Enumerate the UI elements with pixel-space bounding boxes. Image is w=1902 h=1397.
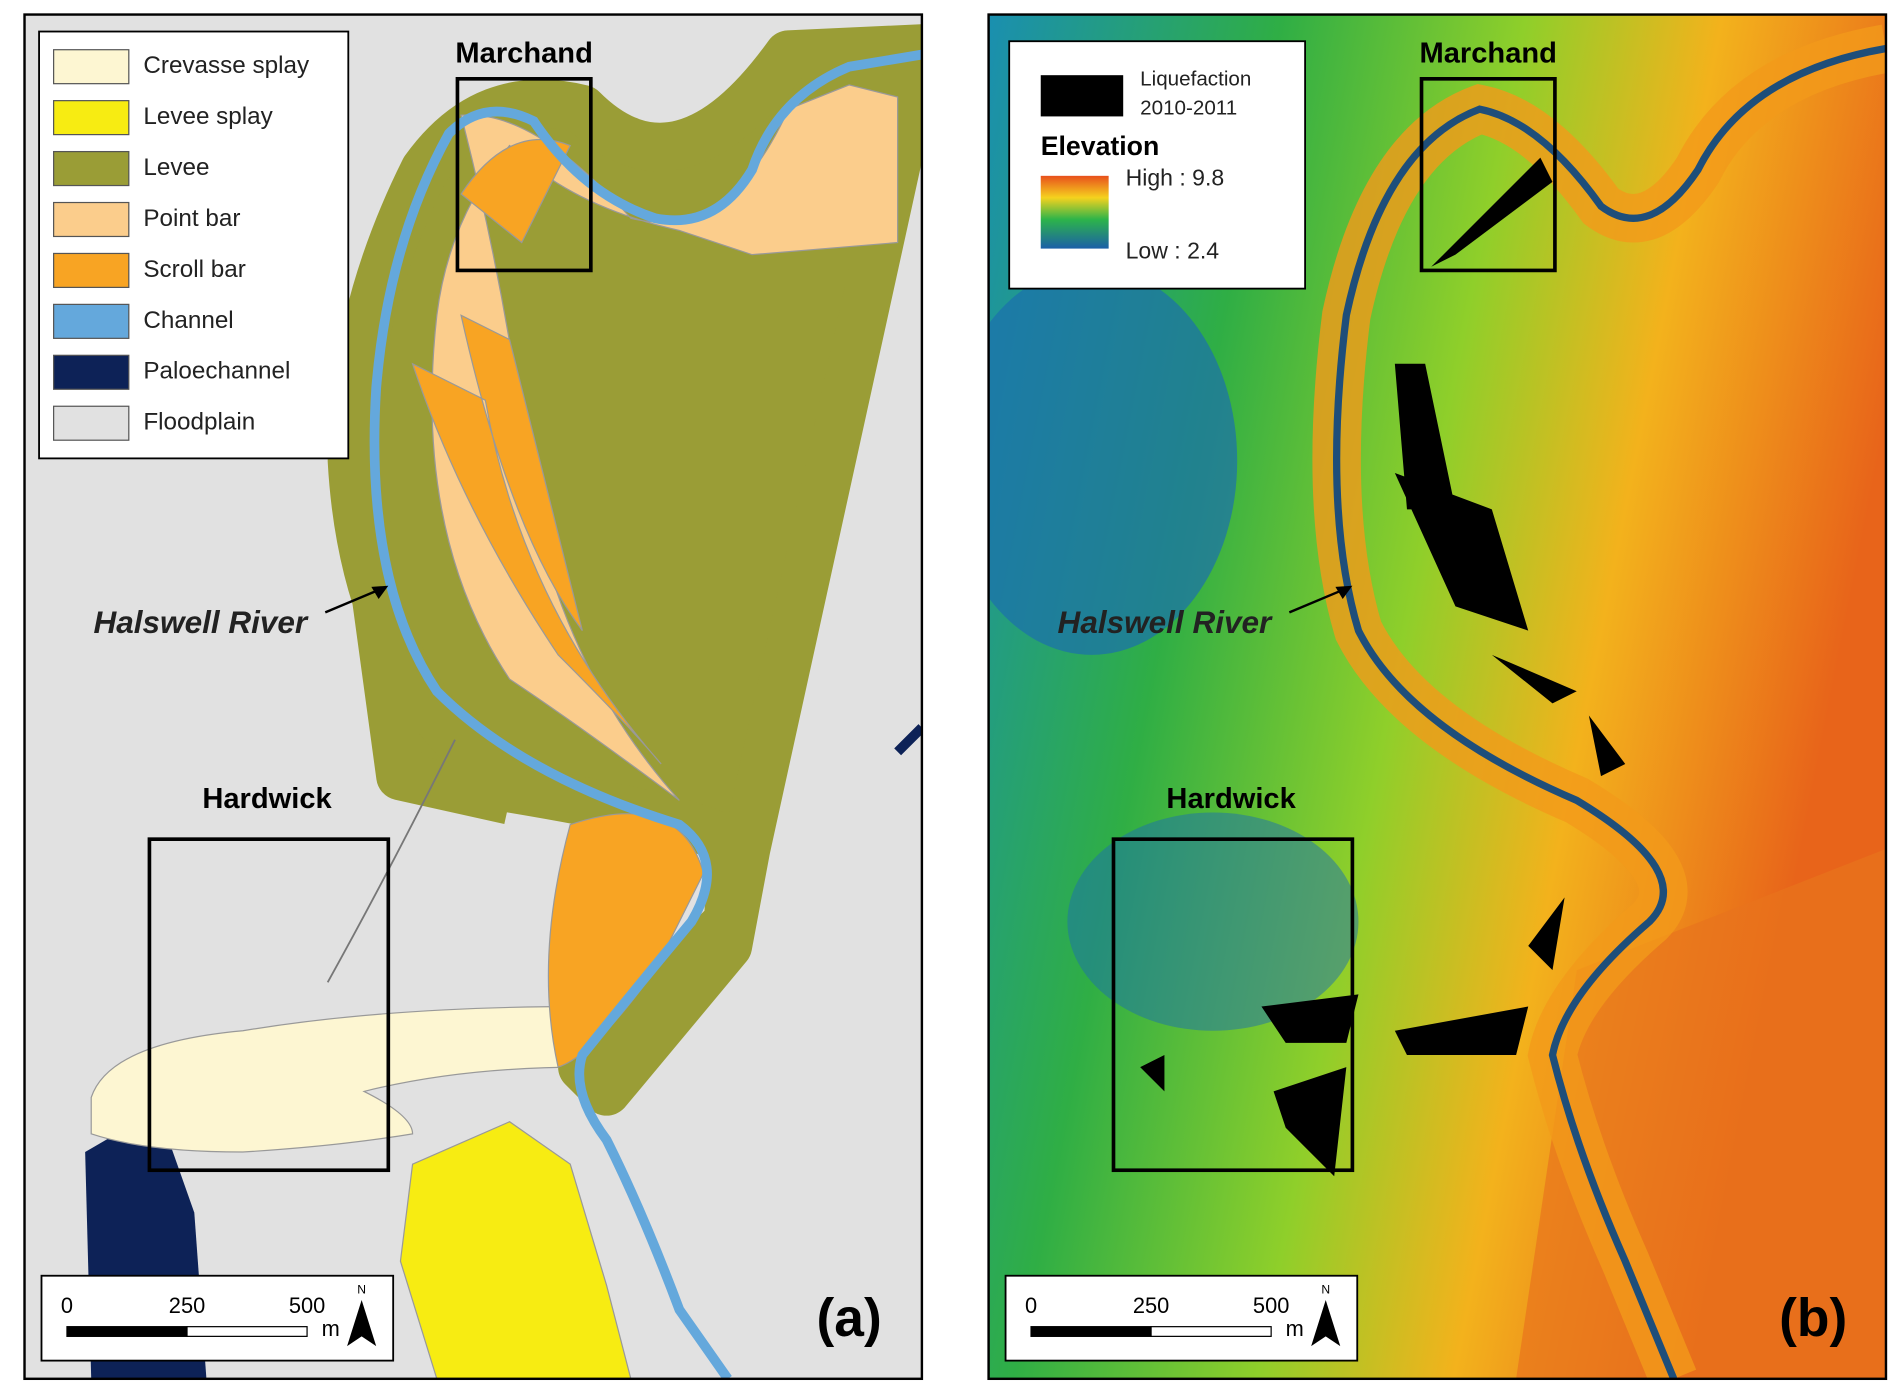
legend-swatch (53, 100, 130, 136)
site-box (1419, 77, 1557, 273)
scale-segment (1030, 1326, 1152, 1337)
north-label: N (1321, 1282, 1330, 1296)
site-label: Hardwick (202, 783, 332, 815)
low-area (988, 266, 1238, 655)
legend-swatch (53, 150, 130, 187)
legend-swatch (53, 201, 130, 238)
liquefaction-swatch (1040, 75, 1124, 117)
arrow-head (1335, 585, 1353, 600)
arrow-head (371, 585, 389, 600)
scale-tick-label: 0 (61, 1293, 73, 1318)
site-box (1111, 837, 1355, 1173)
scale-box (40, 1274, 395, 1362)
scale-segment (66, 1326, 188, 1337)
legend-swatch (53, 303, 130, 339)
scale-segment (1150, 1326, 1272, 1337)
river-channel (1332, 44, 1886, 1379)
legend-label: Scroll bar (143, 256, 245, 283)
channel (369, 49, 922, 1379)
panel-label: (b) (1779, 1289, 1847, 1348)
scale-tick-label: 250 (1133, 1293, 1169, 1318)
panel-frame (23, 13, 924, 1381)
site-label: Hardwick (1166, 783, 1296, 815)
legend-swatch (53, 49, 130, 85)
scale-unit: m (322, 1316, 340, 1341)
legend-label: Levee splay (143, 103, 273, 130)
legend-swatch (53, 252, 130, 289)
legend-title: Elevation (1041, 131, 1160, 161)
legend-swatch (53, 354, 130, 390)
low-area (1067, 812, 1359, 1031)
north-arrow (347, 1299, 377, 1347)
panel-label: (a) (817, 1289, 882, 1348)
scroll-bar (411, 138, 705, 1068)
scale-box (1004, 1274, 1359, 1362)
legend-label: Paloechannel (143, 358, 290, 385)
legend-low: Low : 2.4 (1126, 237, 1220, 263)
legend-label: Floodplain (143, 409, 255, 436)
scale-segment (186, 1326, 308, 1337)
map-a (24, 14, 922, 1379)
panel-frame (987, 13, 1888, 1381)
legend-swatch (53, 405, 130, 441)
legend-label: Crevasse splay (143, 52, 310, 79)
levee-splay (399, 1121, 632, 1379)
scale-tick-label: 0 (1025, 1293, 1037, 1318)
elevation-ramp (1040, 175, 1109, 249)
north-label: N (357, 1282, 366, 1296)
scale-tick-label: 250 (169, 1293, 205, 1318)
site-box (147, 837, 391, 1173)
site-label: Marchand (455, 37, 592, 69)
scale-tick-label: 500 (289, 1293, 325, 1318)
crevasse-splay (90, 1005, 583, 1153)
site-label: Marchand (1420, 37, 1557, 69)
legend-box (38, 30, 350, 460)
site-box (455, 77, 593, 273)
river-label: Halswell River (93, 604, 308, 640)
scale-unit: m (1286, 1316, 1304, 1341)
legend-label: Liquefaction (1140, 67, 1251, 90)
legend-label: Point bar (143, 205, 240, 232)
north-arrow (1311, 1299, 1341, 1347)
legend-label: 2010-2011 (1140, 97, 1237, 120)
legend-label: Channel (143, 307, 233, 334)
legend-label: Levee (143, 154, 209, 181)
legend-high: High : 9.8 (1126, 165, 1225, 191)
scale-tick-label: 500 (1253, 1293, 1289, 1318)
river-label: Halswell River (1058, 604, 1273, 640)
